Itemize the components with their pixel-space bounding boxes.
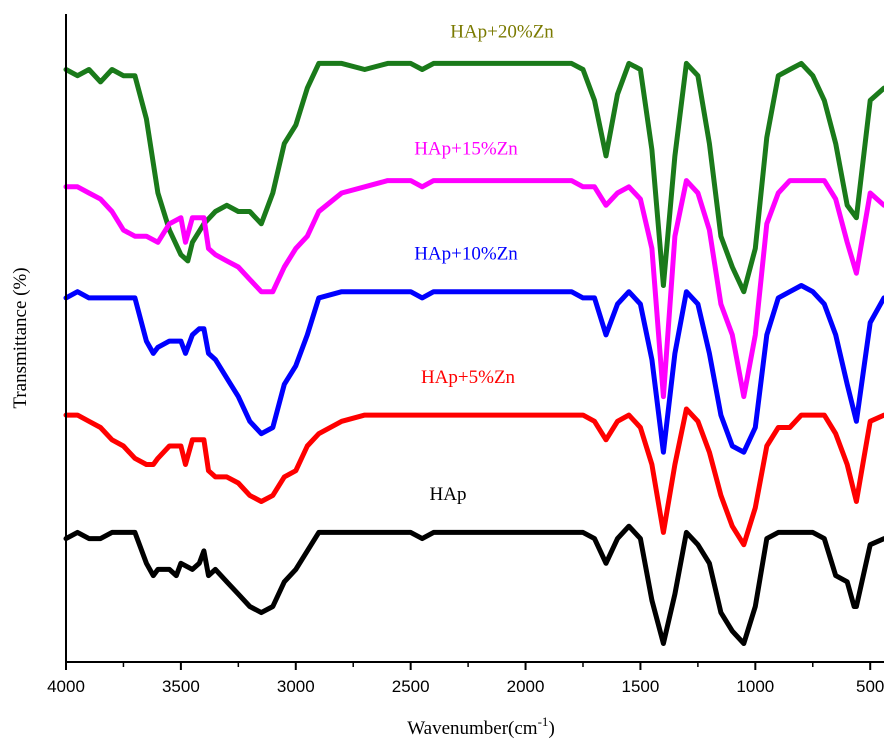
axes <box>65 14 884 663</box>
series-lines <box>63 60 884 646</box>
series-line-hap-10-zn <box>63 283 884 455</box>
x-tick-label: 1000 <box>736 677 774 696</box>
series-line-hap-5-zn <box>63 406 884 548</box>
series-label: HAp+20%Zn <box>450 21 554 42</box>
series-label: HAp <box>430 484 467 505</box>
series-line-hap-20-zn <box>63 60 884 295</box>
series-label: HAp+10%Zn <box>414 244 518 265</box>
x-tick-label: 2000 <box>507 677 545 696</box>
x-axis-title: Wavenumber(cm-1) <box>407 714 555 739</box>
x-tick-label: 3500 <box>162 677 200 696</box>
series-labels: HAp+20%Zn HAp+15%Zn HAp+10%Zn HAp+5%Zn HAp <box>414 21 554 505</box>
x-tick-label: 4000 <box>47 677 85 696</box>
x-ticks: 4000 3500 3000 2500 2000 1500 1000 500 <box>47 662 884 696</box>
series-line-hap-15-zn <box>63 178 884 400</box>
x-tick-label: 2500 <box>392 677 430 696</box>
x-axis-title-close: ) <box>548 718 554 739</box>
series-line-hap <box>63 523 884 646</box>
series-label: HAp+5%Zn <box>421 367 516 388</box>
x-axis-title-sup: -1 <box>538 714 549 729</box>
y-axis-title: Transmittance (%) <box>10 267 31 408</box>
x-axis-title-main: Wavenumber(cm <box>407 718 538 739</box>
x-tick-label: 500 <box>856 677 884 696</box>
series-label: HAp+15%Zn <box>414 139 518 160</box>
x-tick-label: 1500 <box>622 677 660 696</box>
x-tick-label: 3000 <box>277 677 315 696</box>
